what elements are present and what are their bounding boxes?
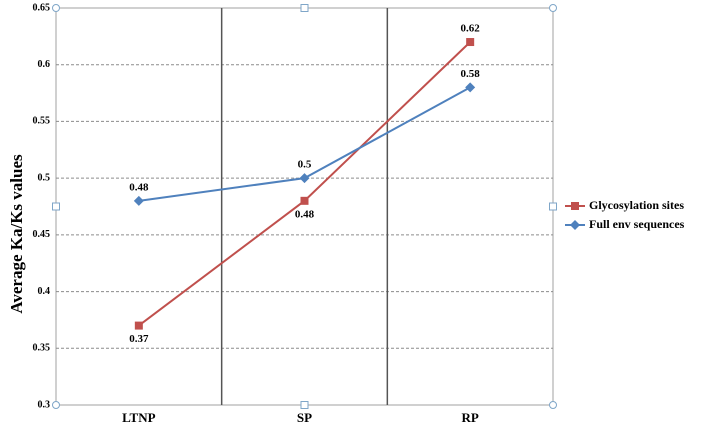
series-line <box>138 86 471 202</box>
data-label: 0.48 <box>129 181 149 193</box>
legend-label: Glycosylation sites <box>589 198 684 212</box>
marker <box>466 38 475 47</box>
data-label: 0.37 <box>129 333 149 345</box>
data-label: 0.62 <box>461 23 481 35</box>
data-label: 0.48 <box>295 208 315 220</box>
data-label: 0.5 <box>298 159 312 171</box>
y-tick-label: 0.55 <box>33 116 51 127</box>
x-tick-label: SP <box>297 410 312 425</box>
y-axis-label: Average Ka/Ks values <box>7 154 26 314</box>
y-tick-label: 0.6 <box>38 59 51 70</box>
data-label: 0.58 <box>461 68 481 80</box>
y-tick-label: 0.45 <box>33 229 51 240</box>
marker <box>571 202 579 210</box>
marker <box>465 82 476 93</box>
y-tick-label: 0.35 <box>33 343 51 354</box>
x-tick-label: LTNP <box>122 410 156 425</box>
y-tick-label: 0.5 <box>38 172 51 183</box>
marker <box>299 173 310 184</box>
marker <box>570 220 580 230</box>
marker <box>133 195 144 206</box>
y-tick-label: 0.4 <box>38 286 51 297</box>
marker <box>300 196 309 205</box>
selection-handles <box>52 4 557 409</box>
x-tick-label: RP <box>461 410 478 425</box>
marker <box>134 321 143 330</box>
series-line <box>138 41 471 327</box>
y-tick-label: 0.65 <box>33 2 51 13</box>
legend-label: Full env sequences <box>589 217 685 231</box>
y-tick-label: 0.3 <box>38 399 51 410</box>
